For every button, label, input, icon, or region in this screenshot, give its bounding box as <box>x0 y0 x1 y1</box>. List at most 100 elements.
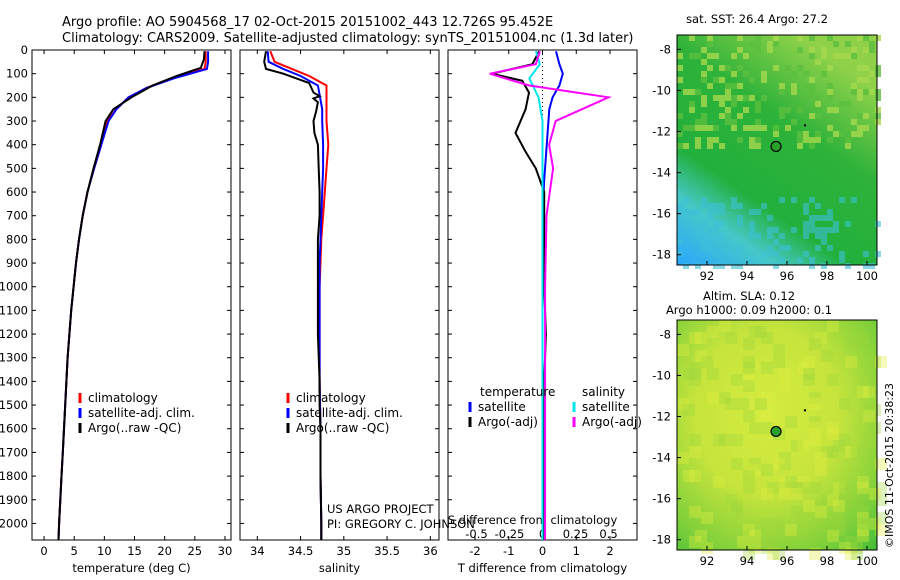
sla-cell <box>839 398 851 410</box>
sla-cell <box>689 368 701 380</box>
temperature-xtick-label: 20 <box>157 544 172 558</box>
legend-label: climatology <box>88 391 158 405</box>
sla-cell <box>815 332 827 344</box>
sla-cell <box>743 470 755 482</box>
sst-cell <box>713 53 719 59</box>
maps: 92 94 96 98 100 -8 -10 -12 -14 -16 -18 sat. SST: 26… <box>652 12 887 568</box>
sst-cell <box>749 137 755 143</box>
sst-cell <box>821 71 827 77</box>
sst-cell <box>707 245 713 251</box>
sst-cell <box>809 47 815 53</box>
difference-x2tick-label: 0.25 <box>563 527 589 541</box>
sst-cell <box>773 251 779 257</box>
profile-panels: 0 5 10 15 20 25 300100200300400500600700800900… <box>0 43 642 575</box>
sla_map-texture <box>677 320 887 560</box>
sst-cell <box>695 263 701 269</box>
sst-cell <box>689 35 695 41</box>
sst-cell <box>761 251 767 257</box>
sla-cell <box>821 446 833 458</box>
sla-cell <box>803 356 815 368</box>
sla-cell <box>689 332 701 344</box>
sst-cell <box>713 227 719 233</box>
sla-cell <box>761 464 773 476</box>
sst-cell <box>809 215 815 221</box>
sla-cell <box>773 548 785 560</box>
sla-cell <box>761 542 773 554</box>
sst-cell <box>815 203 821 209</box>
sst-cell <box>701 77 707 83</box>
sla-cell <box>689 434 701 446</box>
sla-cell <box>845 548 857 560</box>
sla-cell <box>857 512 869 524</box>
sst-cell <box>707 137 713 143</box>
sst-cell <box>779 197 785 203</box>
sst-cell <box>809 77 815 83</box>
legend-header-temperature: temperature <box>480 385 555 399</box>
sst-cell <box>875 221 881 227</box>
sst-cell <box>833 53 839 59</box>
sst-cell <box>743 107 749 113</box>
sst-cell <box>803 203 809 209</box>
sst-cell <box>695 233 701 239</box>
sla-cell <box>785 416 797 428</box>
sst-cell <box>845 137 851 143</box>
sla-cell <box>689 470 701 482</box>
sst-cell <box>755 137 761 143</box>
sst-cell <box>725 245 731 251</box>
sla-cell <box>731 506 743 518</box>
temperature-ytick-label: 1700 <box>0 445 28 459</box>
salinity-series-argorawqc <box>263 51 323 540</box>
sst-cell <box>785 245 791 251</box>
sst-cell <box>779 233 785 239</box>
sst-cell <box>809 197 815 203</box>
sst-cell <box>851 53 857 59</box>
legend-label: satellite <box>478 400 526 414</box>
sst-cell <box>677 113 683 119</box>
sst-cell <box>797 35 803 41</box>
temperature-ytick-label: 200 <box>6 90 28 104</box>
sla_map-ytick-label: -14 <box>652 451 671 465</box>
sla-cell <box>731 374 743 386</box>
sst-cell <box>701 239 707 245</box>
sst-cell <box>827 107 833 113</box>
sst-cell <box>713 221 719 227</box>
sla-cell <box>755 326 767 338</box>
sla-cell <box>857 530 869 542</box>
sst-cell <box>707 125 713 131</box>
sla_map-xtick-label: 98 <box>820 554 835 568</box>
sst-cell <box>803 131 809 137</box>
sst-cell <box>797 137 803 143</box>
sla-cell <box>875 524 887 536</box>
sla-cell <box>839 488 851 500</box>
sst-cell <box>761 203 767 209</box>
sst-cell <box>839 131 845 137</box>
sst-cell <box>839 251 845 257</box>
sst_map-xtick-label: 100 <box>856 269 878 283</box>
sst_map-texture <box>677 35 881 269</box>
sst-cell <box>845 125 851 131</box>
sst-cell <box>857 131 863 137</box>
sla-cell <box>863 386 875 398</box>
sst-cell <box>827 35 833 41</box>
sla-cell <box>773 356 785 368</box>
sla-cell <box>785 476 797 488</box>
sla-cell <box>737 530 749 542</box>
sst-cell <box>701 101 707 107</box>
sst-cell <box>809 35 815 41</box>
sla-cell <box>833 500 845 512</box>
sst-cell <box>677 77 683 83</box>
sla-cell <box>749 458 761 470</box>
difference-xtick-label: 2 <box>606 544 613 558</box>
sla_map-ytick-label: -12 <box>652 410 671 424</box>
sst-cell <box>803 83 809 89</box>
sla-cell <box>689 362 701 374</box>
sst-cell <box>737 245 743 251</box>
difference-x2tick-label: 0.5 <box>599 527 617 541</box>
sst_map-ytick-label: -16 <box>652 207 671 221</box>
sst-cell <box>695 89 701 95</box>
sst-cell <box>767 215 773 221</box>
sst-cell <box>725 83 731 89</box>
sst-cell <box>821 47 827 53</box>
sst-cell <box>809 53 815 59</box>
sst-cell <box>797 143 803 149</box>
